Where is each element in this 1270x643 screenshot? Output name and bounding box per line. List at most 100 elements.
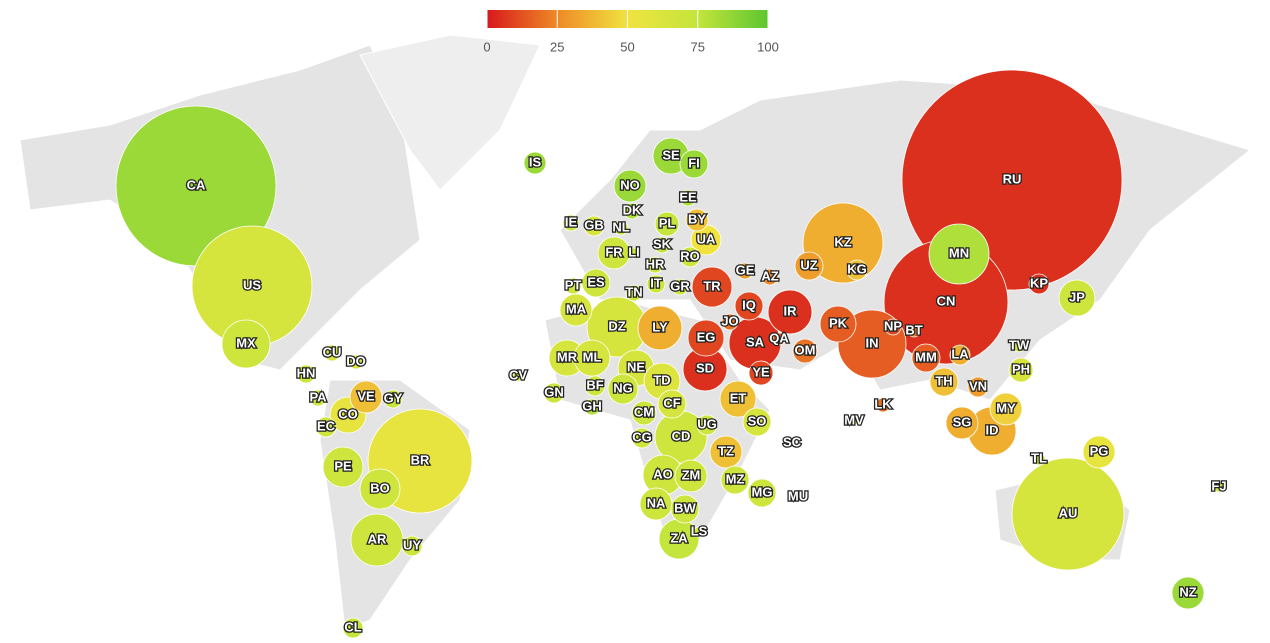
country bbox=[679, 149, 709, 179]
country-code: CM bbox=[634, 404, 654, 419]
country bbox=[793, 492, 803, 502]
country-code: NG bbox=[613, 380, 633, 395]
country bbox=[401, 535, 423, 557]
country-code: SC bbox=[783, 434, 802, 449]
country-code: BR bbox=[411, 452, 430, 467]
country-code: IE bbox=[565, 214, 578, 229]
country bbox=[523, 151, 547, 175]
country-code: BO bbox=[370, 480, 390, 495]
country bbox=[653, 236, 671, 254]
country-code: HR bbox=[646, 256, 665, 271]
country bbox=[787, 438, 797, 448]
legend-tick-label: 0 bbox=[483, 39, 490, 54]
country-code: LY bbox=[652, 319, 668, 334]
country-code: BW bbox=[674, 500, 696, 515]
country bbox=[721, 313, 739, 331]
country-code: SG bbox=[953, 414, 972, 429]
country bbox=[819, 305, 857, 343]
country bbox=[748, 360, 774, 386]
country-code: CF bbox=[663, 395, 680, 410]
country bbox=[1008, 357, 1034, 383]
country bbox=[907, 324, 921, 338]
country-code: NL bbox=[612, 219, 629, 234]
country-code: MA bbox=[566, 301, 587, 316]
legend-tick-label: 100 bbox=[757, 39, 779, 54]
country-code: IQ bbox=[742, 297, 756, 312]
country-code: IS bbox=[529, 154, 542, 169]
country-code: TD bbox=[653, 372, 670, 387]
country-code: UG bbox=[697, 416, 717, 431]
country-code: TL bbox=[1031, 450, 1047, 465]
country bbox=[628, 247, 640, 259]
country bbox=[929, 367, 959, 397]
country bbox=[359, 468, 401, 510]
country-code: NP bbox=[884, 318, 902, 333]
country bbox=[720, 465, 750, 495]
country-code: EG bbox=[697, 329, 716, 344]
country-code: IT bbox=[650, 275, 662, 290]
country-code: BY bbox=[688, 211, 706, 226]
country bbox=[679, 189, 697, 207]
country bbox=[573, 339, 611, 377]
country bbox=[849, 416, 859, 426]
country-code: NE bbox=[627, 359, 645, 374]
country-code: MV bbox=[844, 412, 864, 427]
country bbox=[349, 380, 383, 414]
country-code: ET bbox=[730, 390, 747, 405]
country-code: ZM bbox=[682, 467, 701, 482]
country-code: NO bbox=[620, 177, 640, 192]
country-code: ES bbox=[587, 274, 605, 289]
country bbox=[875, 397, 891, 413]
country-code: TR bbox=[703, 278, 721, 293]
legend-tick-label: 25 bbox=[550, 39, 564, 54]
country-code: AR bbox=[368, 531, 387, 546]
country-code: DO bbox=[346, 353, 366, 368]
country bbox=[719, 380, 757, 418]
country bbox=[767, 289, 813, 335]
country-code: UY bbox=[403, 537, 421, 552]
country-code: MX bbox=[236, 335, 256, 350]
country bbox=[646, 274, 666, 294]
country-code: NA bbox=[647, 495, 666, 510]
country bbox=[583, 215, 605, 237]
country-code: MM bbox=[915, 349, 937, 364]
country-code: UZ bbox=[800, 257, 817, 272]
country-code: KP bbox=[1030, 275, 1048, 290]
country-code: CV bbox=[509, 367, 527, 382]
country bbox=[989, 392, 1023, 426]
country bbox=[613, 169, 647, 203]
country bbox=[736, 262, 754, 280]
country bbox=[342, 617, 364, 639]
country bbox=[559, 293, 593, 327]
country bbox=[1213, 481, 1225, 493]
country-code: FI bbox=[688, 155, 700, 170]
country-code: RU bbox=[1003, 171, 1022, 186]
country bbox=[772, 332, 786, 346]
country-code: FJ bbox=[1211, 478, 1226, 493]
country-code: CD bbox=[672, 428, 691, 443]
country bbox=[685, 208, 709, 232]
country-code: VN bbox=[969, 378, 987, 393]
country bbox=[581, 268, 611, 298]
country-code: BT bbox=[905, 322, 922, 337]
country-code: PE bbox=[334, 458, 352, 473]
country-code: JO bbox=[721, 313, 738, 328]
country bbox=[884, 318, 902, 336]
country-code: EC bbox=[317, 418, 336, 433]
country-code: MR bbox=[557, 349, 578, 364]
country-code: SE bbox=[662, 147, 680, 162]
country bbox=[309, 389, 327, 407]
country-code: YE bbox=[752, 364, 770, 379]
country-code: HN bbox=[297, 365, 316, 380]
country bbox=[696, 414, 718, 436]
country-code: EE bbox=[679, 189, 697, 204]
country bbox=[761, 268, 779, 286]
country-code: UA bbox=[697, 231, 716, 246]
country bbox=[679, 246, 701, 268]
country bbox=[1082, 435, 1116, 469]
legend: 0 25 50 75 100 bbox=[483, 10, 779, 54]
country-code: LA bbox=[951, 346, 969, 361]
country bbox=[623, 202, 641, 220]
country-code: GB bbox=[584, 217, 604, 232]
country-code: CA bbox=[187, 177, 206, 192]
